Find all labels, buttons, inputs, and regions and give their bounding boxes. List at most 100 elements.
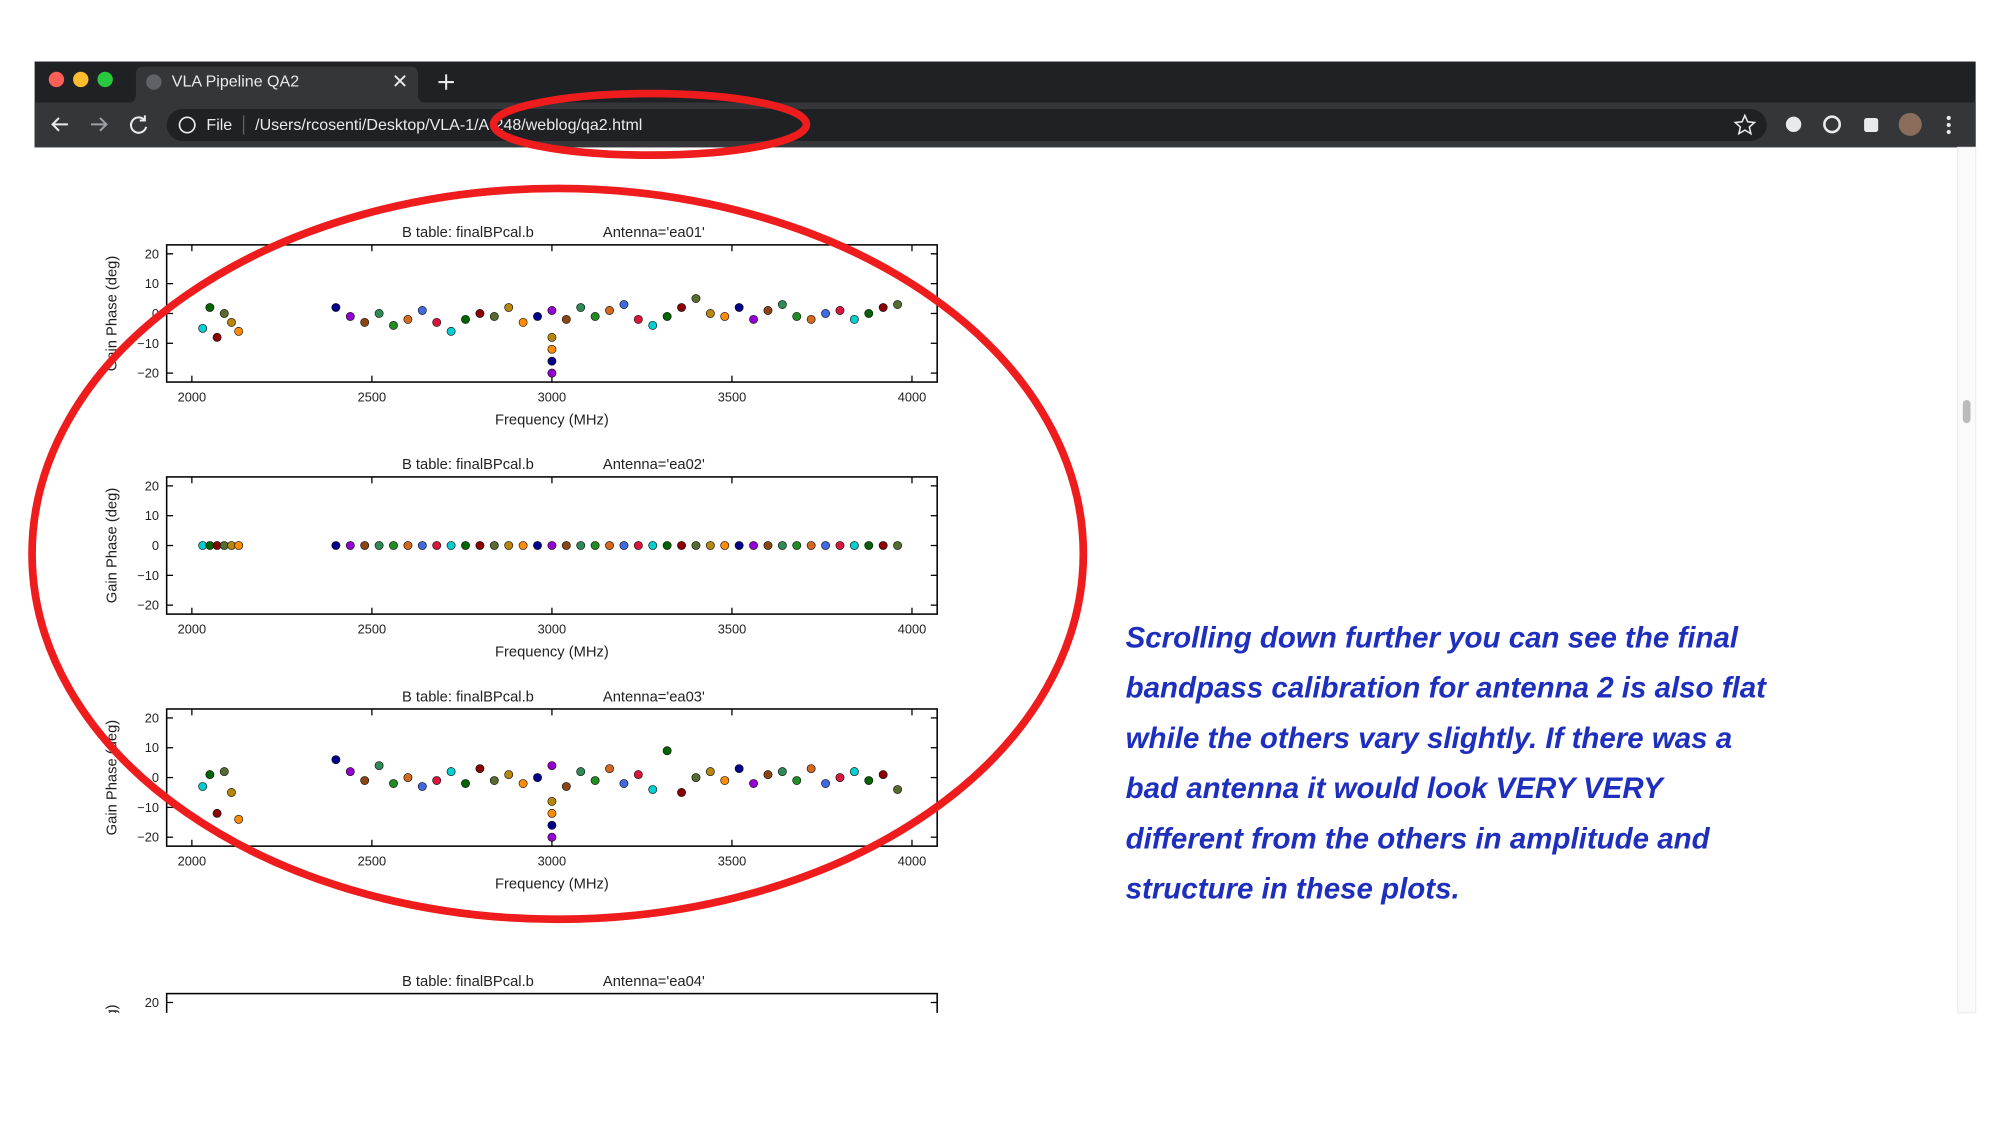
x-tick-label: 3000	[538, 389, 567, 404]
data-point	[446, 767, 456, 777]
data-point	[633, 541, 643, 550]
data-point	[749, 541, 758, 550]
x-tick-label: 2000	[178, 389, 207, 404]
y-axis-label: Gain Phase (deg)	[105, 256, 121, 371]
data-point	[576, 541, 586, 550]
tab-close[interactable]	[394, 74, 406, 87]
data-point	[792, 541, 802, 550]
data-point	[417, 541, 427, 550]
data-point	[227, 317, 236, 327]
annotation-line: Scrolling down further you can see the f…	[1126, 621, 1739, 654]
data-point	[518, 541, 528, 550]
data-point	[461, 541, 470, 550]
data-point	[677, 788, 686, 797]
data-point	[763, 306, 773, 315]
data-point	[360, 541, 370, 550]
data-point	[691, 294, 701, 303]
new-tab[interactable]	[438, 74, 454, 90]
data-point	[374, 541, 384, 550]
data-point	[835, 541, 845, 550]
forward-button[interactable]	[91, 117, 108, 132]
tab[interactable]	[128, 66, 426, 103]
data-point	[864, 541, 874, 550]
extension-icon[interactable]	[1785, 116, 1802, 133]
bookmark-star[interactable]	[1733, 113, 1757, 136]
address-bar[interactable]	[166, 108, 1767, 142]
data-point	[821, 309, 830, 318]
x-axis-label: Frequency (MHz)	[495, 876, 609, 892]
data-point	[489, 541, 499, 550]
data-point	[576, 767, 586, 777]
close-window[interactable]	[48, 71, 65, 88]
tab-favicon	[146, 74, 162, 90]
data-point	[662, 746, 672, 756]
menu-button[interactable]	[1946, 115, 1951, 135]
plot-title: B table: finalBPcal.b	[402, 457, 534, 473]
back-button[interactable]	[51, 117, 68, 132]
data-point	[234, 541, 244, 550]
data-point	[475, 541, 485, 550]
data-point	[677, 541, 686, 550]
y-tick-label: −10	[137, 336, 159, 351]
data-point	[720, 776, 730, 785]
data-point	[504, 303, 514, 312]
y-tick-label: 20	[145, 995, 159, 1010]
data-point	[533, 541, 542, 550]
data-point	[533, 773, 542, 782]
data-point	[864, 309, 874, 318]
site-info-icon[interactable]	[178, 116, 196, 134]
data-point	[547, 796, 557, 806]
data-point	[619, 541, 629, 550]
data-point	[205, 303, 215, 312]
data-point	[576, 303, 586, 312]
scrollbar-thumb[interactable]	[1962, 400, 1971, 424]
y-tick-label: 20	[145, 710, 159, 725]
plot: B table: finalBPcal.b Antenna='ea02' Gain …	[105, 457, 938, 660]
data-point	[432, 776, 442, 785]
plot: B table: finalBPcal.b Antenna='ea04' Gain …	[105, 974, 938, 1119]
profile-avatar[interactable]	[1898, 112, 1922, 136]
reload-button[interactable]	[130, 115, 148, 134]
extension-icon[interactable]	[1823, 115, 1842, 134]
data-point	[835, 773, 845, 782]
scrollbar[interactable]	[1957, 146, 1977, 1014]
data-point	[605, 306, 614, 315]
plot-antenna: Antenna='ea02'	[603, 457, 705, 473]
y-axis-label: Gain Phase (deg)	[105, 1004, 121, 1119]
data-point	[749, 315, 758, 324]
data-point	[705, 541, 715, 550]
x-axis-label: Frequency (MHz)	[495, 412, 609, 428]
extensions-button[interactable]	[1864, 117, 1879, 133]
data-point	[533, 312, 542, 321]
annotation-line: bad antenna it would look VERY VERY	[1126, 772, 1665, 805]
plot-title: B table: finalBPcal.b	[402, 974, 534, 990]
x-tick-label: 3500	[718, 389, 747, 404]
data-point	[374, 309, 384, 318]
data-point	[547, 306, 557, 315]
data-point	[561, 782, 571, 791]
data-point	[648, 541, 658, 550]
data-point	[518, 317, 528, 327]
plot-title: B table: finalBPcal.b	[402, 225, 534, 241]
plot-antenna: Antenna='ea04'	[603, 974, 705, 990]
x-tick-label: 3000	[538, 853, 567, 868]
minimize-window[interactable]	[73, 71, 89, 88]
x-tick-label: 4000	[898, 621, 927, 636]
y-tick-label: −20	[137, 830, 159, 845]
x-tick-label: 2500	[358, 621, 387, 636]
data-point	[561, 541, 571, 550]
data-point	[403, 773, 413, 782]
highlight-ellipse	[28, 184, 1088, 924]
url-scheme: File	[206, 116, 232, 134]
highlight-ellipse	[489, 89, 811, 159]
data-point	[619, 779, 629, 788]
data-point	[547, 541, 557, 550]
maximize-window[interactable]	[97, 71, 113, 88]
data-point	[360, 776, 370, 785]
url: /Users/rcosenti/Desktop/VLA-1/A-248/webl…	[255, 116, 642, 134]
data-point	[849, 767, 859, 777]
data-point	[705, 767, 715, 777]
plot-antenna: Antenna='ea03'	[603, 689, 705, 705]
